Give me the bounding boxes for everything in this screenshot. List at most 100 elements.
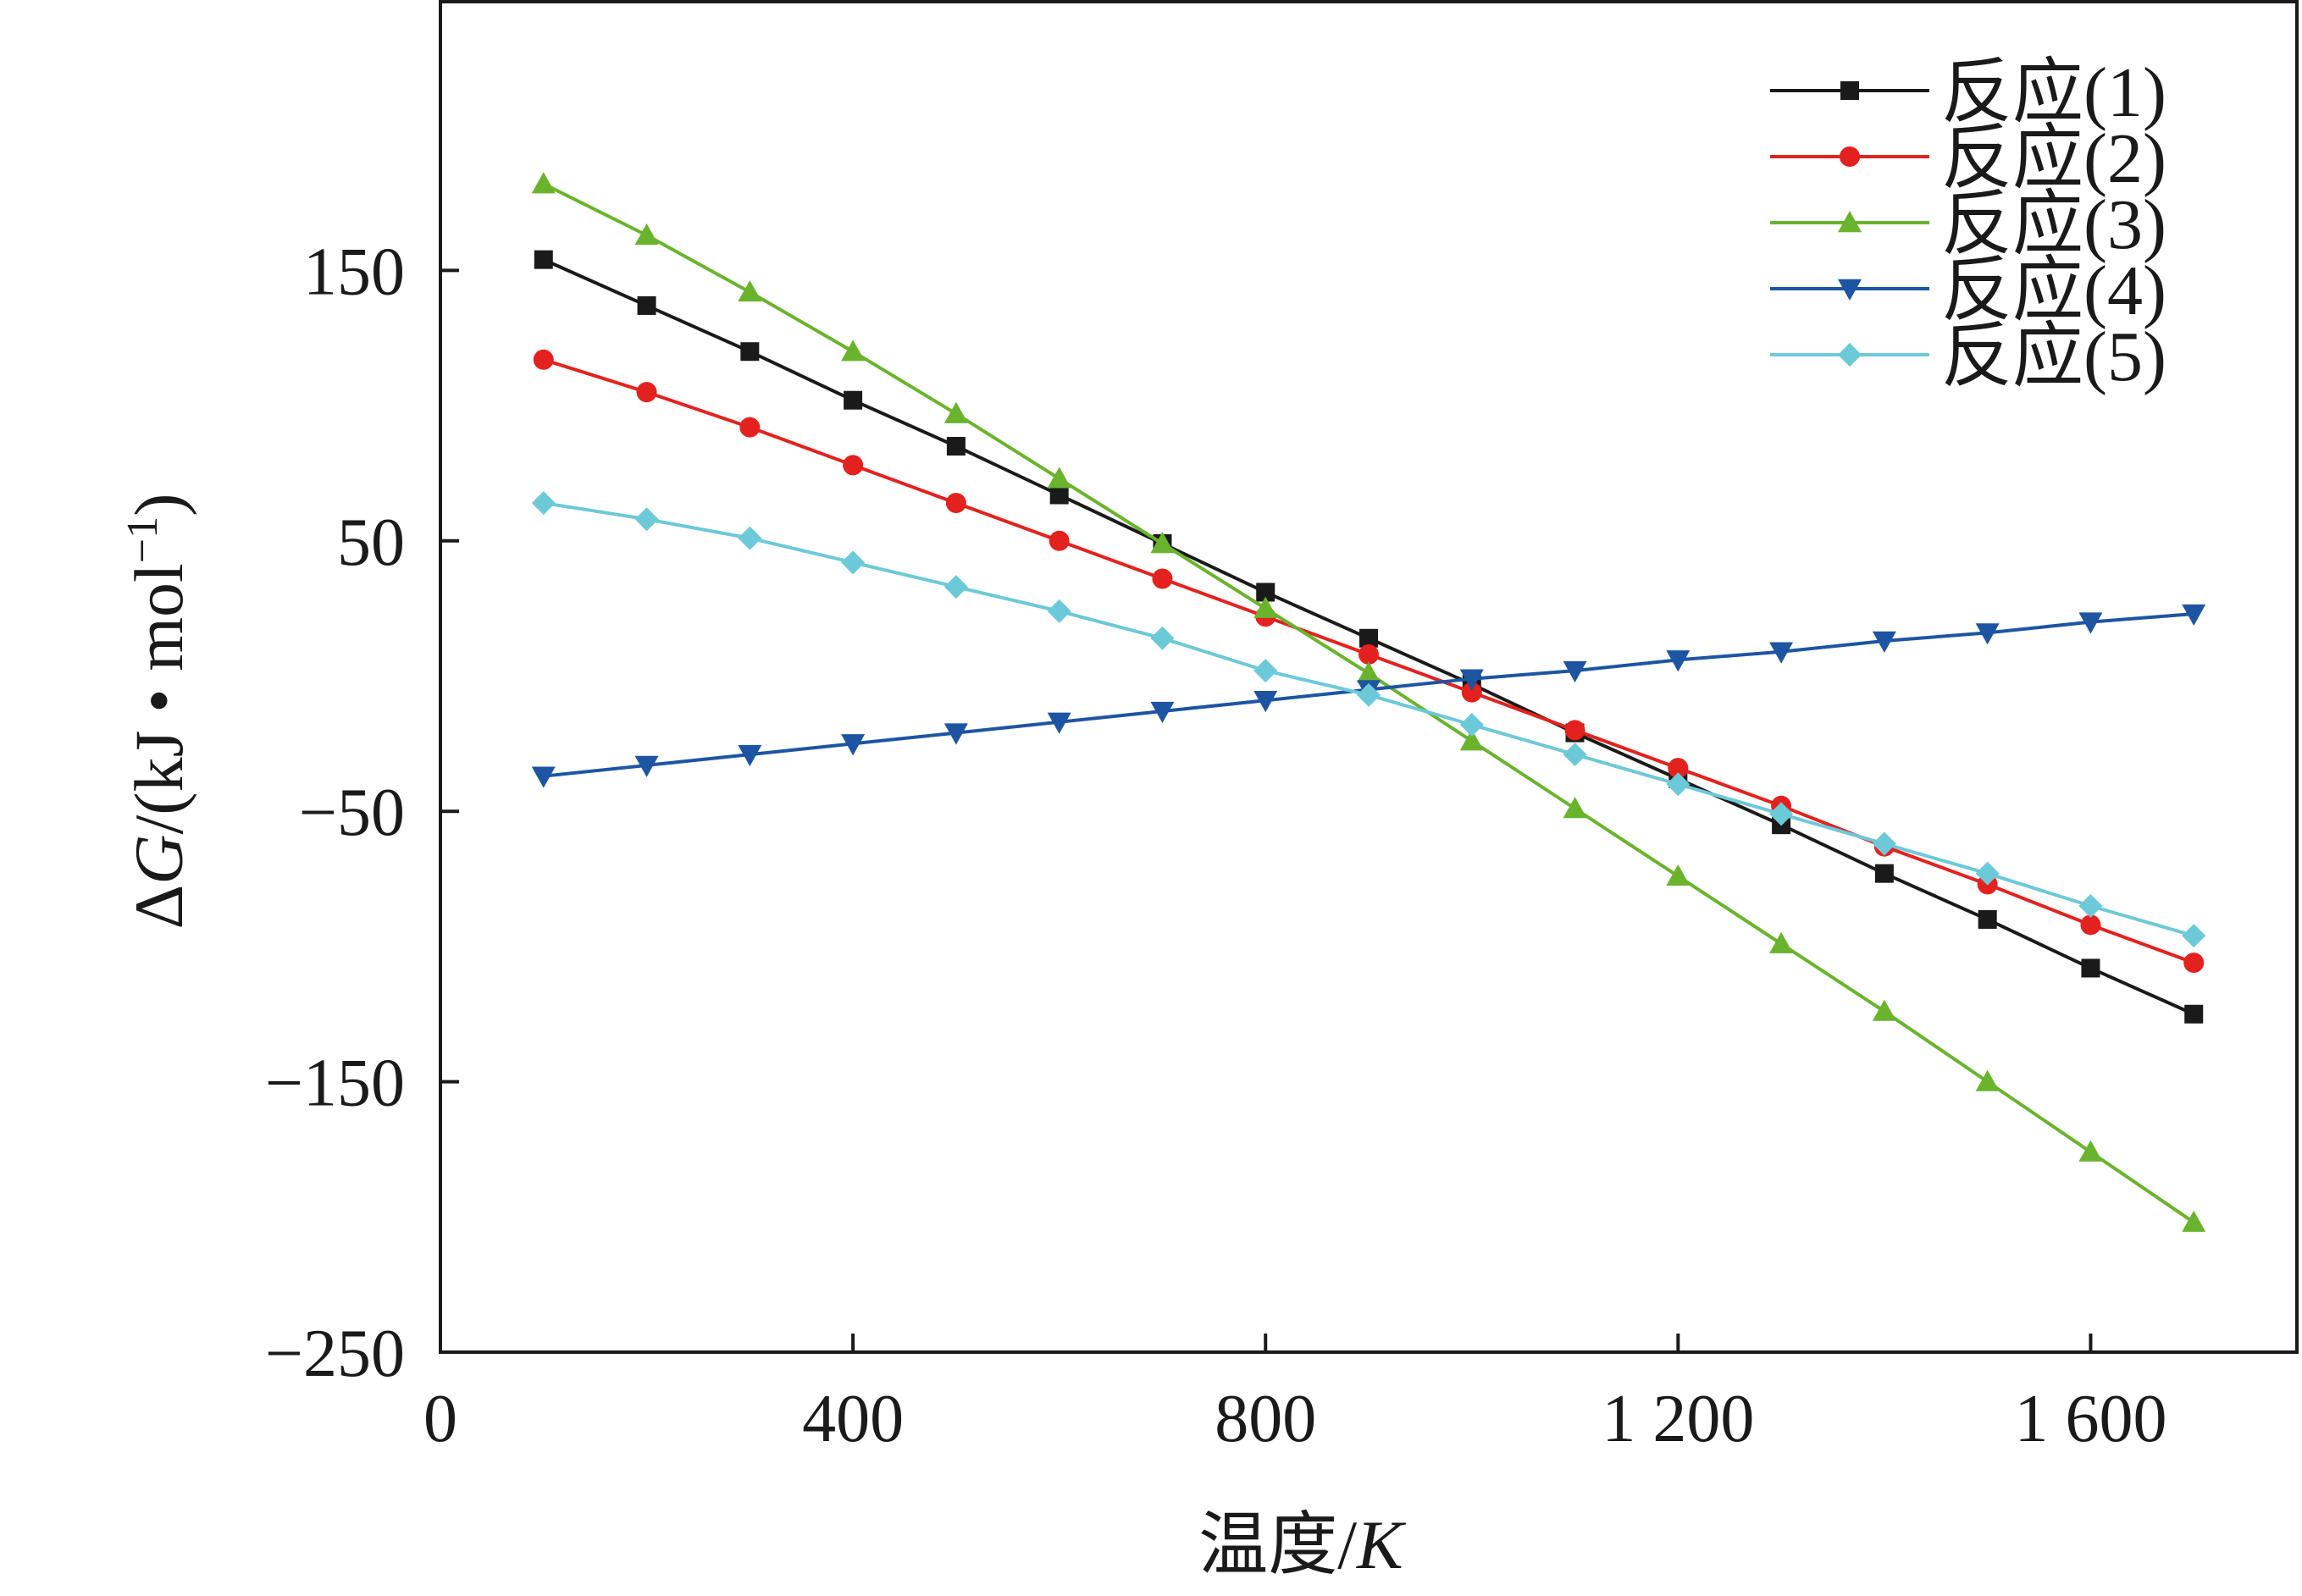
data-point-series-3 [1253,596,1278,618]
ticks: 0 400 800 1 200 1 600 −250 −150 −50 50 150 [265,235,2167,1456]
axes [439,0,2299,1354]
data-point-series-3 [1047,467,1071,489]
data-point-series-5 [738,526,762,550]
data-point-series-3 [1872,999,1896,1021]
plot-frame [439,0,2299,1354]
data-point-series-4 [1563,660,1587,683]
y-tick-label: 150 [303,235,405,309]
x-tick-label: 0 [423,1382,457,1456]
data-point-series-2 [945,493,966,514]
data-point-series-1 [1359,628,1378,648]
data-point-series-4 [738,744,762,767]
x-tick-label: 400 [802,1382,904,1456]
y-tick-label: −150 [265,1047,405,1121]
data-point-series-1 [844,390,863,410]
data-point-series-3 [841,340,866,362]
data-point-series-2 [533,349,554,370]
legend-marker [1840,146,1860,167]
data-point-series-3 [943,401,968,423]
legend-item-2: 反应(2) [1770,119,2166,198]
legend-label: 反应(1) [1941,53,2166,132]
legend-label: 反应(3) [1941,185,2166,264]
data-point-series-4 [1975,623,2000,645]
series-5 [531,491,2206,948]
data-point-series-2 [1359,643,1379,665]
data-point-series-5 [1975,861,2000,886]
data-point-series-3 [1666,864,1691,886]
data-point-series-5 [1666,772,1691,797]
y-tick-label: −250 [265,1317,405,1391]
data-point-series-1 [2081,958,2100,978]
data-point-series-1 [1256,583,1276,602]
y-tick-label: −50 [299,776,405,850]
data-point-series-5 [1563,743,1587,767]
x-tick-label: 1 600 [2014,1382,2166,1456]
data-point-series-3 [1459,729,1484,751]
data-point-series-1 [740,342,760,362]
legend-item-1: 反应(1) [1770,53,2166,132]
data-point-series-5 [2078,893,2103,918]
data-point-series-5 [634,507,659,532]
data-point-series-3 [2182,1210,2206,1232]
data-point-series-5 [1872,831,1896,856]
legend-marker [1838,279,1862,301]
data-point-series-2 [739,417,761,438]
data-point-series-3 [738,279,762,302]
legend: 反应(1)反应(2)反应(3)反应(4)反应(5) [1770,53,2166,396]
legend-item-3: 反应(3) [1770,185,2166,264]
data-point-series-4 [943,723,968,745]
data-point-series-4 [1872,631,1896,653]
data-point-series-2 [2080,914,2101,936]
data-point-series-3 [1975,1069,2000,1091]
data-point-series-4 [1769,642,1794,664]
series-layer [531,172,2206,1232]
data-point-series-1 [1049,485,1069,505]
axis-titles: 温度/K ΔG/(kJ • mol−1) [119,494,1407,1583]
data-point-series-2 [636,382,657,403]
data-point-series-5 [841,550,866,575]
data-point-series-2 [1152,568,1173,589]
legend-label: 反应(4) [1941,251,2166,330]
data-point-series-1 [1978,909,1997,929]
x-axis-title: 温度/K [1198,1506,1407,1583]
legend-marker [1840,81,1859,100]
legend-marker [1838,211,1862,233]
legend-item-4: 反应(4) [1770,251,2166,330]
data-point-series-4 [1459,669,1484,691]
data-point-series-4 [1150,701,1175,724]
data-point-series-1 [534,250,553,269]
data-point-series-5 [1459,712,1484,737]
data-point-series-3 [1150,531,1175,554]
data-point-series-4 [2182,604,2206,627]
data-point-series-5 [943,575,968,599]
data-point-series-5 [1769,802,1794,826]
data-point-series-4 [1666,650,1691,672]
data-point-series-2 [1668,758,1689,779]
data-point-series-1 [946,437,966,456]
data-point-series-4 [531,766,556,788]
data-point-series-2 [2183,953,2205,974]
data-point-series-3 [2078,1140,2103,1162]
data-point-series-3 [531,172,556,194]
data-point-series-2 [1564,720,1585,741]
data-point-series-5 [1357,682,1381,707]
data-point-series-5 [531,491,556,516]
data-point-series-4 [1253,691,1278,713]
data-point-series-5 [1047,599,1071,623]
data-point-series-1 [2184,1004,2204,1024]
legend-item-5: 反应(5) [1770,318,2166,396]
data-point-series-1 [637,295,656,315]
legend-label: 反应(5) [1941,318,2166,396]
data-point-series-3 [1563,797,1587,819]
data-point-series-3 [1769,931,1794,953]
x-tick-label: 1 200 [1602,1382,1754,1456]
x-tick-label: 800 [1215,1382,1316,1456]
data-point-series-4 [841,734,866,756]
data-point-series-2 [1049,530,1070,551]
data-point-series-3 [1357,661,1381,683]
legend-marker [1838,343,1862,367]
series-3 [531,172,2206,1232]
data-point-series-2 [1461,682,1482,703]
